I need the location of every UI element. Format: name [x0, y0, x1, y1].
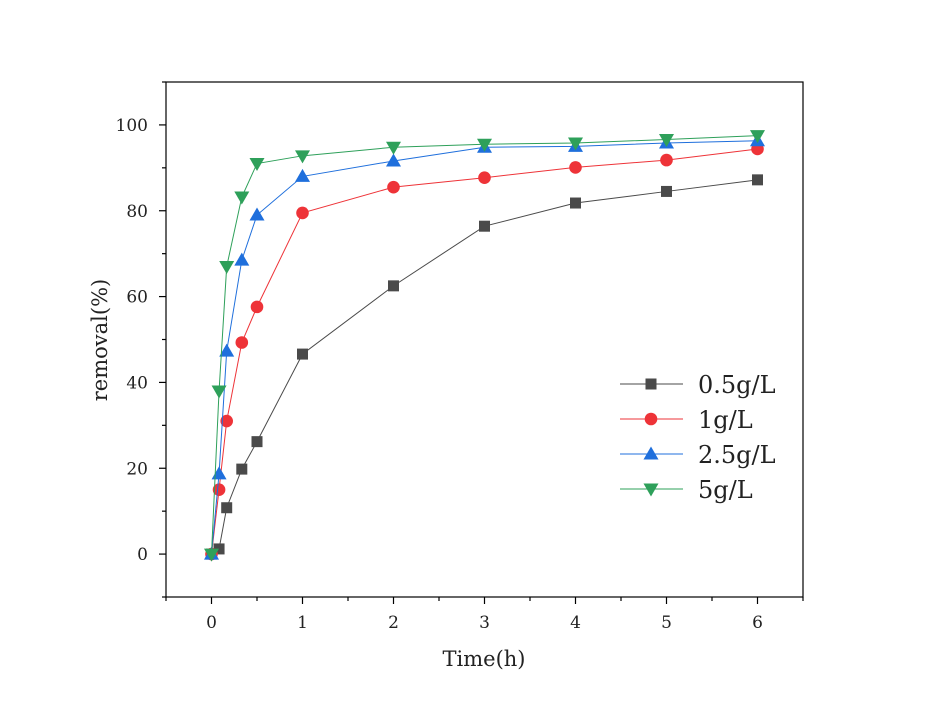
- legend-label: 2.5g/L: [698, 441, 776, 469]
- data-point: [220, 414, 233, 428]
- series-0.5g/L: [206, 174, 763, 560]
- data-point: [660, 153, 673, 167]
- data-point: [204, 548, 219, 562]
- data-point: [219, 343, 235, 357]
- data-point: [251, 436, 263, 448]
- series-line: [211, 140, 758, 555]
- series-line: [211, 179, 758, 555]
- data-point: [568, 137, 583, 151]
- series-5g/L: [204, 130, 765, 562]
- legend-marker: [643, 483, 659, 497]
- data-point: [387, 180, 400, 194]
- y-tick-label: 100: [116, 116, 148, 136]
- data-point: [297, 348, 308, 360]
- legend-marker: [643, 446, 659, 460]
- data-point: [478, 171, 491, 185]
- data-point: [661, 185, 672, 197]
- legend-item: 0.5g/L: [620, 371, 776, 399]
- x-tick-label: 0: [206, 613, 217, 633]
- x-tick-label: 1: [297, 613, 308, 633]
- data-point: [234, 191, 250, 205]
- data-point: [249, 207, 265, 221]
- data-point: [213, 543, 225, 555]
- data-point: [295, 168, 310, 182]
- y-tick-label: 40: [126, 373, 148, 393]
- series-line: [211, 148, 758, 555]
- data-point: [234, 252, 250, 266]
- x-tick-label: 2: [388, 613, 399, 633]
- legend-item: 2.5g/L: [620, 441, 776, 469]
- x-tick-label: 6: [752, 613, 763, 633]
- legend-label: 5g/L: [698, 476, 753, 504]
- series-1g/L: [205, 142, 764, 561]
- data-point: [750, 130, 765, 144]
- data-point: [386, 141, 401, 155]
- y-tick-label: 20: [126, 459, 148, 479]
- y-tick-label: 60: [126, 288, 148, 308]
- data-point: [295, 150, 310, 164]
- series-2.5g/L: [204, 133, 765, 560]
- data-point: [570, 197, 581, 209]
- data-point: [211, 385, 227, 399]
- data-point: [386, 153, 401, 167]
- legend-marker: [645, 378, 657, 390]
- legend-item: 1g/L: [620, 406, 753, 434]
- legend: 0.5g/L 1g/L 2.5g/L 5g/L: [620, 371, 776, 504]
- legend-item: 5g/L: [620, 476, 753, 504]
- x-axis-label: Time(h): [443, 647, 526, 671]
- data-point: [296, 206, 309, 220]
- y-tick-label: 0: [137, 545, 148, 565]
- data-point: [659, 134, 674, 148]
- data-point: [219, 261, 235, 275]
- data-point: [250, 300, 264, 314]
- x-tick-label: 5: [661, 613, 672, 633]
- y-axis-label: removal(%): [88, 279, 112, 401]
- data-point: [236, 463, 248, 475]
- data-point: [235, 336, 249, 349]
- x-tick-label: 3: [479, 613, 490, 633]
- data-point: [752, 174, 763, 186]
- legend-label: 1g/L: [698, 406, 753, 434]
- data-point: [569, 161, 582, 174]
- legend-label: 0.5g/L: [698, 371, 776, 399]
- y-tick-label: 80: [126, 202, 148, 222]
- data-point: [388, 280, 399, 292]
- data-point: [221, 502, 233, 514]
- legend-marker: [644, 412, 658, 426]
- series-line: [211, 135, 758, 555]
- data-point: [477, 138, 492, 152]
- data-point: [212, 483, 226, 497]
- data-point: [211, 466, 227, 480]
- data-point: [249, 158, 265, 172]
- x-tick-label: 4: [570, 613, 581, 633]
- data-point: [479, 220, 490, 232]
